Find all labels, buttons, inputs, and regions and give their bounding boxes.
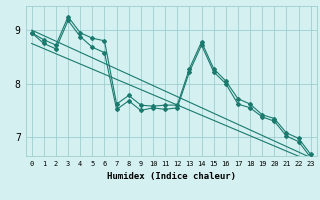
X-axis label: Humidex (Indice chaleur): Humidex (Indice chaleur) <box>107 172 236 181</box>
